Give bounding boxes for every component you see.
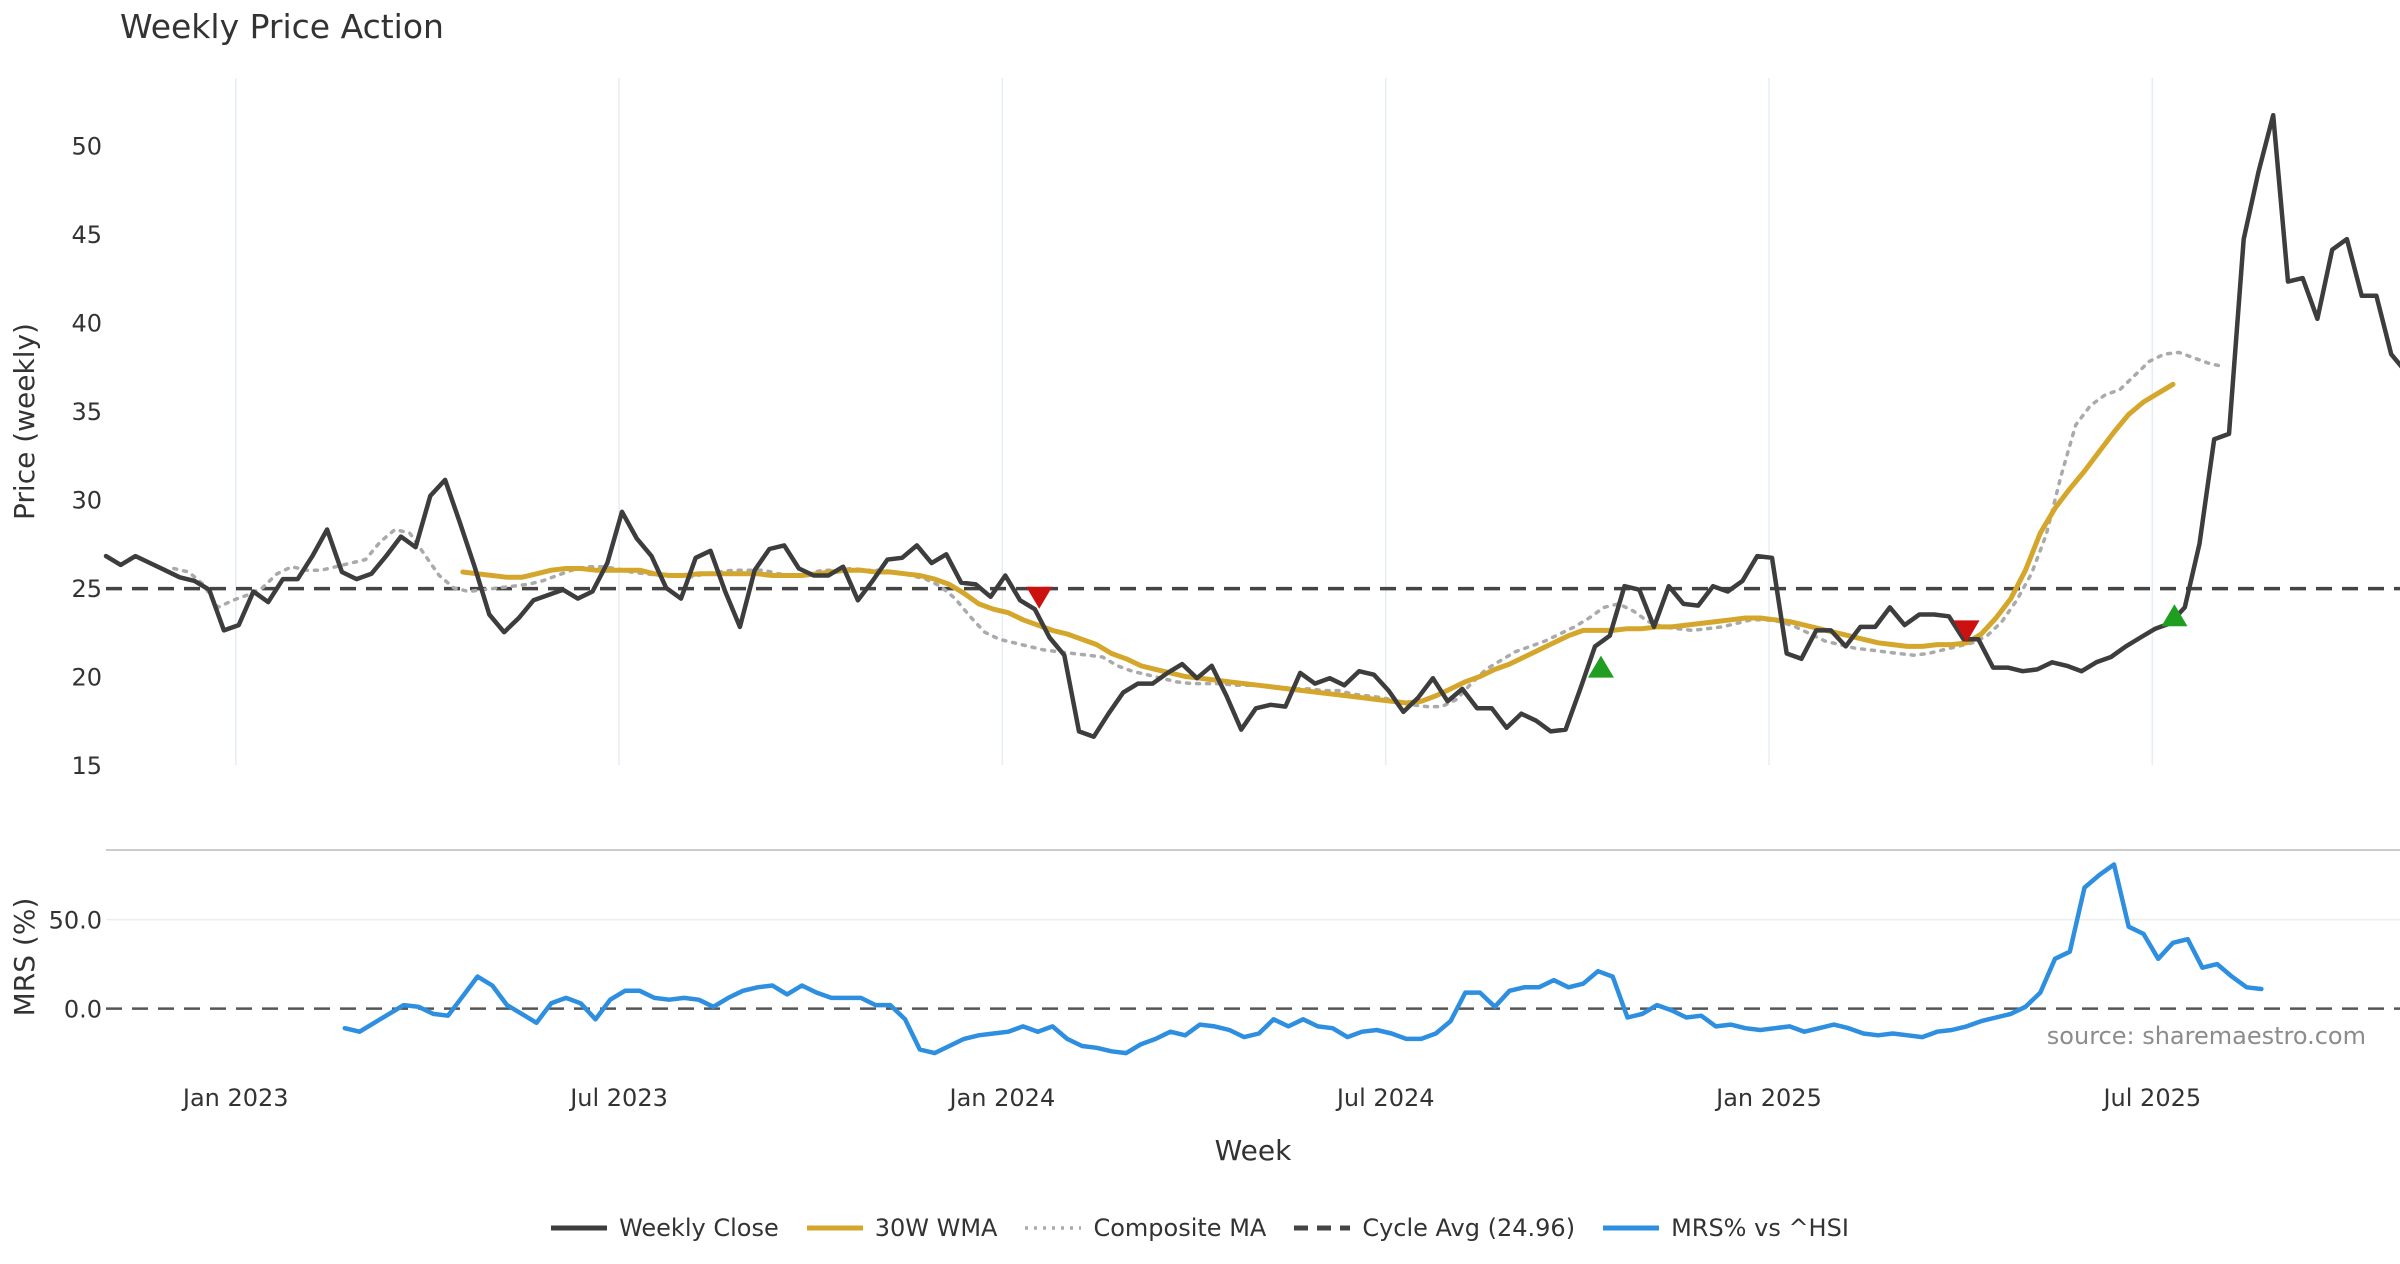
mrs-y-axis-label: MRS (%) [8, 898, 41, 1017]
series-line-mrs [342, 862, 2264, 1056]
legend-label: Composite MA [1093, 1214, 1267, 1242]
legend: Weekly Close 30W WMA Composite MA Cycle Avg… [0, 1208, 2400, 1248]
price-ytick-label: 15 [71, 752, 102, 780]
series-line-close [103, 112, 2400, 739]
x-tick-label: Jan 2024 [948, 1084, 1056, 1112]
legend-swatch-wma [806, 1225, 863, 1231]
mrs-ytick-label: 50.0 [49, 907, 102, 935]
x-tick-label: Jan 2023 [181, 1084, 289, 1112]
legend-swatch-close [551, 1225, 608, 1231]
legend-label: Weekly Close [619, 1214, 779, 1242]
legend-swatch-composite [1025, 1226, 1082, 1230]
source-label: source: sharemaestro.com [2047, 1022, 2366, 1050]
price-ytick-label: 50 [71, 132, 102, 160]
legend-label: MRS% vs ^HSI [1671, 1214, 1849, 1242]
legend-label: Cycle Avg (24.96) [1362, 1214, 1576, 1242]
price-y-axis-label: Price (weekly) [8, 323, 41, 520]
legend-swatch-mrs [1603, 1225, 1660, 1231]
legend-item-mrs: MRS% vs ^HSI [1603, 1214, 1849, 1242]
legend-item-close: Weekly Close [551, 1214, 779, 1242]
chart-title: Weekly Price Action [120, 7, 444, 46]
price-ytick-label: 40 [71, 309, 102, 337]
legend-swatch-cycle [1294, 1225, 1351, 1231]
price-ytick-label: 35 [71, 398, 102, 426]
buy-signal-marker [2161, 604, 2188, 627]
price-panel: 15 20 25 30 35 40 45 50 Price (weekly) [8, 78, 2400, 780]
legend-item-wma: 30W WMA [806, 1214, 998, 1242]
legend-item-composite: Composite MA [1025, 1214, 1266, 1242]
sell-signal-marker [1953, 620, 1980, 643]
legend-item-cycle: Cycle Avg (24.96) [1294, 1214, 1575, 1242]
series-line-wma [460, 381, 2176, 706]
price-ytick-label: 25 [71, 575, 102, 603]
x-axis-label: Week [1215, 1134, 1292, 1167]
x-tick-label: Jul 2024 [1335, 1084, 1435, 1112]
legend-label: 30W WMA [874, 1214, 998, 1242]
price-ytick-label: 30 [71, 486, 102, 514]
mrs-ytick-label: 0.0 [64, 996, 102, 1024]
mrs-panel: 0.0 50.0 MRS (%) [8, 849, 2400, 1056]
buy-signal-marker [1587, 655, 1614, 678]
x-tick-label: Jan 2025 [1714, 1084, 1822, 1112]
series-line-composite [172, 350, 2225, 709]
x-axis: Jan 2023 Jul 2023 Jan 2024 Jul 2024 Jan 2025… [181, 1084, 2201, 1112]
x-tick-label: Jul 2023 [568, 1084, 668, 1112]
price-ytick-label: 45 [71, 221, 102, 249]
sell-signal-marker [1026, 586, 1053, 609]
x-tick-label: Jul 2025 [2101, 1084, 2201, 1112]
price-ytick-label: 20 [71, 663, 102, 691]
